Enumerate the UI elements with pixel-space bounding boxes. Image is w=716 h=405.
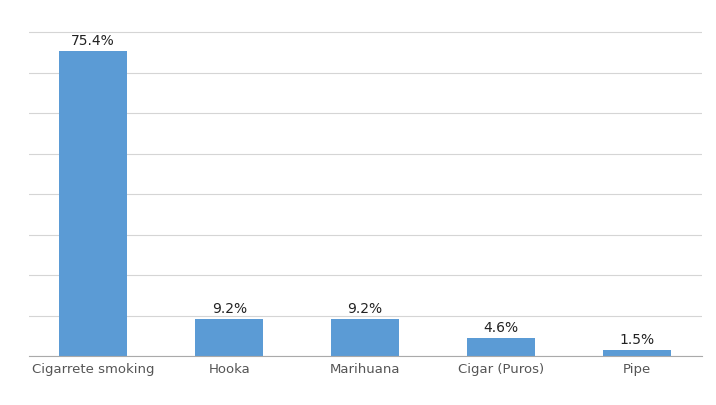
Bar — [195, 319, 263, 356]
Bar — [467, 338, 535, 356]
Bar — [332, 319, 399, 356]
Text: 9.2%: 9.2% — [212, 302, 247, 316]
Text: 9.2%: 9.2% — [347, 302, 383, 316]
Bar — [603, 350, 671, 356]
Text: 4.6%: 4.6% — [483, 321, 518, 335]
Bar — [59, 51, 127, 356]
Text: 75.4%: 75.4% — [72, 34, 115, 48]
Text: 1.5%: 1.5% — [619, 333, 654, 347]
